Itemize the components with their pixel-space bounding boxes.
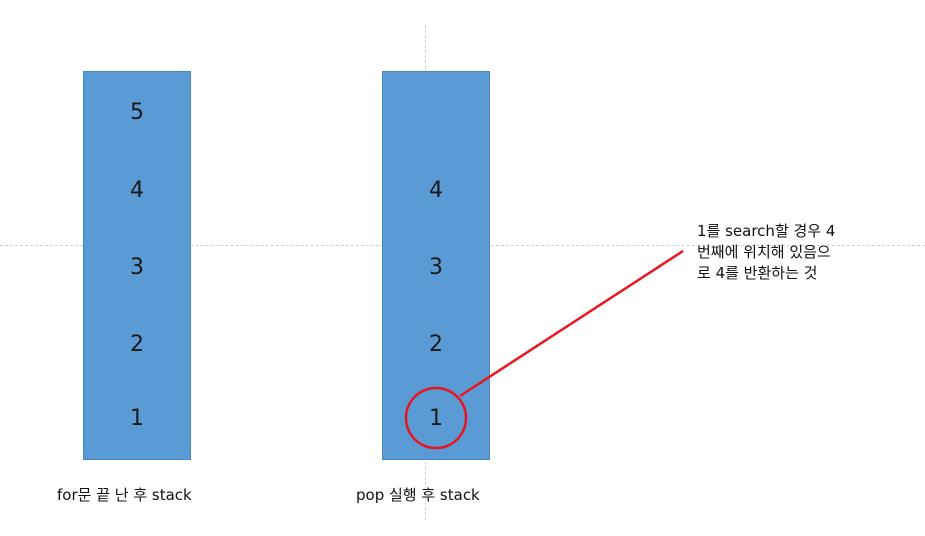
callout-line-3: 로 4를 반환하는 것	[697, 264, 818, 282]
callout-line-1: 1를 search할 경우 4	[697, 222, 836, 240]
highlight-circle	[404, 386, 468, 450]
stack-after-pop: 4 3 2 1	[382, 71, 490, 460]
stack-a-item-3: 3	[130, 255, 144, 280]
caption-after-pop: pop 실행 후 stack	[356, 486, 480, 504]
caption-after-for-loop: for문 끝 난 후 stack	[57, 486, 192, 504]
callout-connector-line	[459, 249, 684, 398]
stack-b-item-1: 1	[429, 406, 443, 431]
stack-a-item-2: 2	[130, 332, 144, 357]
stack-b-item-4: 4	[429, 178, 443, 203]
stack-a-item-4: 4	[130, 178, 144, 203]
stack-b-item-3: 3	[429, 255, 443, 280]
stack-a-item-5: 5	[130, 100, 144, 125]
callout-note: 1를 search할 경우 4 번째에 위치해 있음으 로 4를 반환하는 것	[697, 221, 835, 284]
callout-line-2: 번째에 위치해 있음으	[697, 243, 831, 261]
stack-b-item-2: 2	[429, 332, 443, 357]
stack-after-for-loop: 5 4 3 2 1	[83, 71, 191, 460]
stack-a-item-1: 1	[130, 406, 144, 431]
